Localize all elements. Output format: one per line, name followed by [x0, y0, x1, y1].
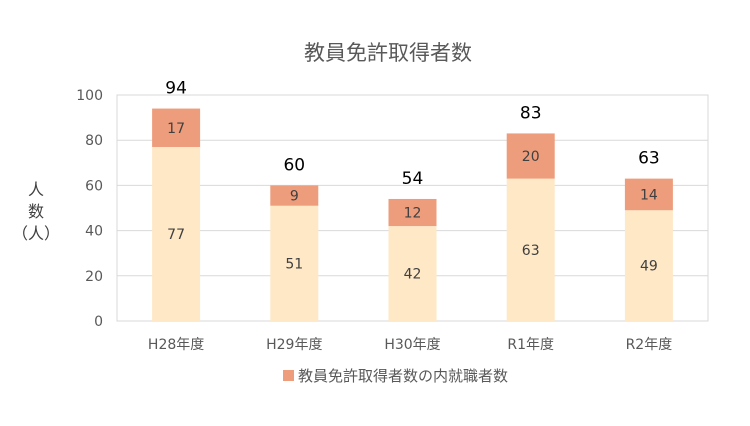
total-label: 83: [520, 103, 542, 123]
y-tick-label: 100: [76, 88, 103, 104]
y-tick-label: 60: [85, 178, 103, 194]
chart-title: 教員免許取得者数: [304, 41, 472, 65]
data-label: 12: [404, 206, 422, 222]
total-label: 94: [165, 79, 187, 99]
bar-segment-base: [624, 210, 673, 321]
x-tick-label: R2年度: [626, 337, 673, 353]
y-tick-label: 0: [94, 314, 103, 330]
x-tick-label: H30年度: [384, 337, 440, 353]
bar-segment-employed: [506, 133, 555, 179]
bar-segment-employed: [152, 108, 201, 147]
bar-segment-base: [270, 205, 319, 321]
total-label: 54: [402, 169, 424, 189]
x-tick-label: H28年度: [148, 337, 204, 353]
data-label: 20: [522, 149, 540, 165]
legend: 教員免許取得者数の内就職者数: [283, 367, 508, 385]
data-label: 17: [167, 121, 185, 137]
data-label: 49: [640, 259, 658, 275]
data-label: 51: [285, 256, 303, 272]
data-label: 9: [290, 189, 299, 205]
legend-swatch: [283, 370, 294, 381]
x-tick-labels: H28年度 H29年度 H30年度 R1年度 R2年度: [148, 337, 672, 353]
bar-segment-base: [388, 226, 437, 321]
bar-segment-base: [152, 146, 201, 321]
bar-segment-employed: [624, 178, 673, 211]
y-tick-label: 80: [85, 133, 103, 149]
y-tick-label: 20: [85, 269, 103, 285]
data-label: 42: [404, 267, 422, 283]
bar-segment-base: [506, 178, 555, 321]
y-tick-label: 40: [85, 224, 103, 240]
legend-label: 教員免許取得者数の内就職者数: [298, 367, 508, 385]
x-tick-label: H29年度: [266, 337, 322, 353]
total-label: 63: [638, 149, 660, 169]
bars: 77 17 94 51 9 60 42 12 54 63 20 83 49 14 63: [152, 79, 673, 321]
data-label: 14: [640, 187, 658, 203]
data-label: 63: [522, 243, 540, 259]
x-tick-label: R1年度: [507, 337, 554, 353]
y-axis-label-char: 人: [28, 180, 44, 199]
y-axis-label: 人 数 （人）: [12, 180, 60, 243]
y-axis-label-char: （人）: [12, 224, 60, 243]
total-label: 60: [283, 155, 305, 175]
data-label: 77: [167, 227, 185, 243]
y-axis-label-char: 数: [28, 202, 44, 221]
bar-segment-employed: [388, 198, 437, 227]
y-tick-labels: 0 20 40 60 80 100: [76, 88, 103, 330]
bar-segment-employed: [270, 185, 319, 206]
